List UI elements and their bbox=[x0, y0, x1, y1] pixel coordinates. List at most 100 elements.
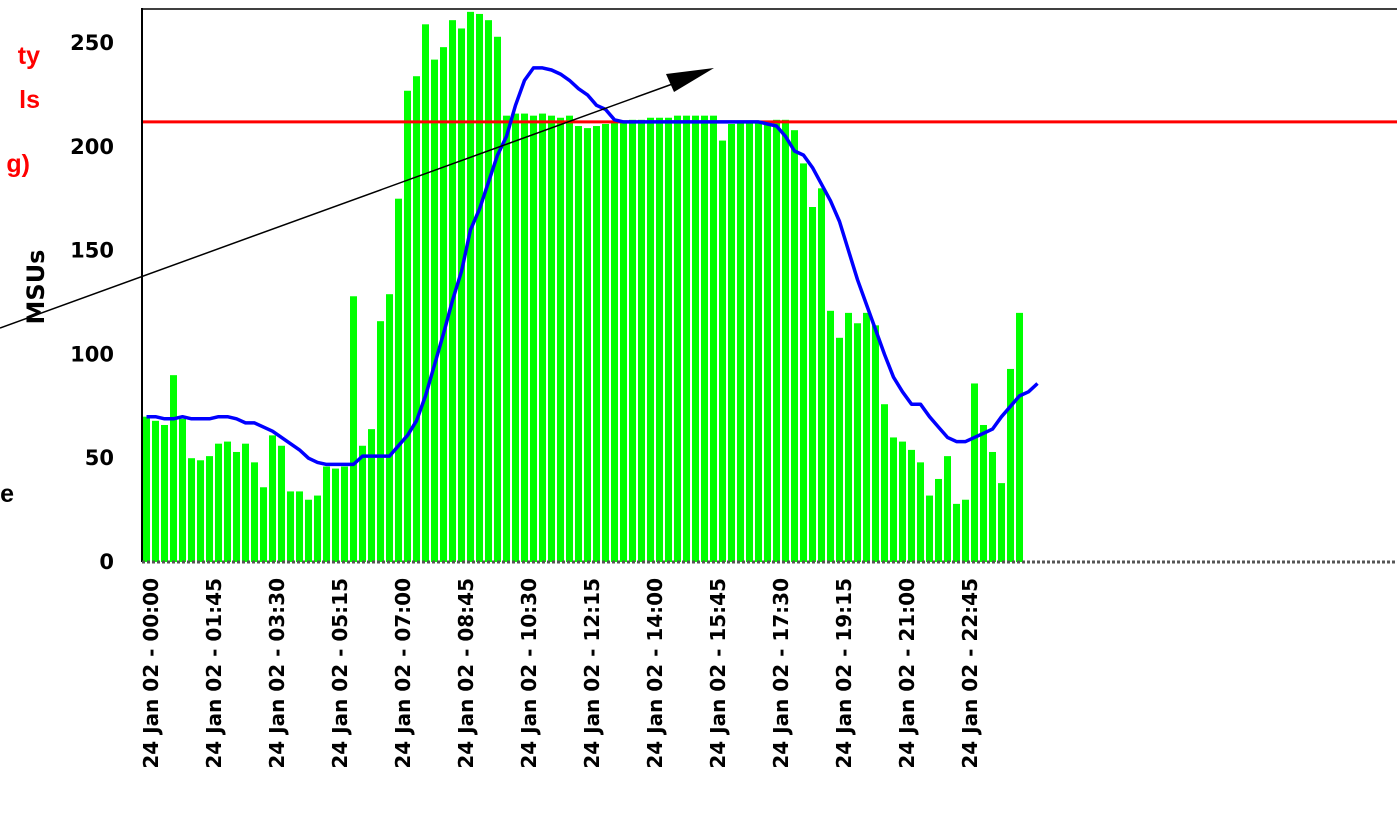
bar bbox=[503, 115, 510, 562]
bar bbox=[998, 483, 1005, 562]
y-axis-ticks: 0 50 100 150 200 250 bbox=[70, 31, 114, 574]
bar bbox=[215, 443, 222, 562]
bar bbox=[1007, 368, 1014, 562]
bar bbox=[800, 163, 807, 562]
x-tick-label: 24 Jan 02 - 08:45 bbox=[454, 578, 478, 769]
annotation-arrow-line bbox=[0, 81, 679, 329]
bar bbox=[593, 126, 600, 562]
x-tick-label: 24 Jan 02 - 05:15 bbox=[328, 578, 352, 769]
y-tick-label: 100 bbox=[70, 342, 114, 366]
x-tick-label: 24 Jan 02 - 00:00 bbox=[139, 578, 163, 769]
bar bbox=[521, 113, 528, 563]
bar bbox=[467, 11, 474, 563]
x-tick-label: 24 Jan 02 - 21:00 bbox=[895, 578, 919, 769]
annotation-black-text: e bbox=[0, 480, 14, 508]
bar bbox=[224, 441, 231, 562]
bar bbox=[494, 36, 501, 563]
bar bbox=[710, 115, 717, 562]
bar bbox=[638, 119, 645, 562]
bar bbox=[440, 47, 447, 563]
bar bbox=[557, 117, 564, 563]
bar bbox=[143, 416, 150, 562]
bar bbox=[188, 458, 195, 562]
bar bbox=[548, 115, 555, 562]
bar bbox=[197, 460, 204, 562]
bar bbox=[602, 123, 609, 563]
bar bbox=[656, 117, 663, 563]
bar bbox=[872, 325, 879, 562]
bar bbox=[404, 90, 411, 563]
bar bbox=[881, 404, 888, 562]
bar bbox=[530, 115, 537, 562]
bar bbox=[1016, 312, 1023, 562]
bar bbox=[989, 451, 996, 562]
bar bbox=[314, 495, 321, 562]
bar bbox=[566, 115, 573, 562]
bar bbox=[683, 115, 690, 562]
bar bbox=[413, 76, 420, 562]
x-tick-label: 24 Jan 02 - 15:45 bbox=[706, 578, 730, 769]
series-line bbox=[146, 66, 1039, 467]
bar bbox=[323, 466, 330, 562]
bar bbox=[863, 312, 870, 562]
bar bbox=[539, 113, 546, 563]
bar bbox=[782, 119, 789, 562]
y-tick-label: 50 bbox=[85, 446, 114, 470]
bar bbox=[242, 443, 249, 562]
y-tick-label: 250 bbox=[70, 31, 114, 55]
bar bbox=[755, 121, 762, 562]
bar bbox=[476, 13, 483, 563]
annotation-red-line-2: ls bbox=[19, 86, 40, 114]
bar bbox=[368, 429, 375, 562]
y-tick-label: 0 bbox=[99, 550, 114, 574]
bar bbox=[395, 198, 402, 562]
bar bbox=[152, 420, 159, 562]
x-tick-label: 24 Jan 02 - 19:15 bbox=[832, 578, 856, 769]
bar bbox=[647, 117, 654, 563]
bar bbox=[350, 296, 357, 562]
bar bbox=[251, 462, 258, 562]
bar bbox=[269, 435, 276, 562]
bar bbox=[161, 424, 168, 562]
bar bbox=[890, 437, 897, 562]
bar bbox=[386, 294, 393, 562]
bar bbox=[935, 478, 942, 562]
x-tick-label: 24 Jan 02 - 01:45 bbox=[202, 578, 226, 769]
bar bbox=[845, 312, 852, 562]
bar bbox=[692, 115, 699, 562]
bar bbox=[980, 424, 987, 562]
x-tick-label: 24 Jan 02 - 22:45 bbox=[958, 578, 982, 769]
x-tick-label: 24 Jan 02 - 14:00 bbox=[643, 578, 667, 769]
x-tick-label: 24 Jan 02 - 10:30 bbox=[517, 578, 541, 769]
bar bbox=[737, 121, 744, 562]
bar bbox=[575, 126, 582, 562]
bar bbox=[179, 418, 186, 562]
bar bbox=[305, 499, 312, 562]
x-tick-label: 24 Jan 02 - 03:30 bbox=[265, 578, 289, 769]
axes-group bbox=[141, 8, 1397, 564]
bar bbox=[422, 24, 429, 563]
x-tick-label: 24 Jan 02 - 07:00 bbox=[391, 578, 415, 769]
y-tick-label: 150 bbox=[70, 239, 114, 263]
x-tick-label: 24 Jan 02 - 17:30 bbox=[769, 578, 793, 769]
bar bbox=[206, 456, 213, 562]
bar bbox=[620, 121, 627, 562]
bar bbox=[458, 28, 465, 562]
bar bbox=[485, 20, 492, 562]
bar bbox=[449, 20, 456, 562]
bar bbox=[287, 491, 294, 562]
bar bbox=[674, 115, 681, 562]
bar bbox=[836, 337, 843, 562]
bar bbox=[332, 468, 339, 562]
annotation-red-line-3: g) bbox=[6, 150, 30, 178]
bar bbox=[296, 491, 303, 562]
annotation-red-line-1: ty bbox=[18, 42, 40, 70]
bar bbox=[908, 449, 915, 562]
bar bbox=[431, 59, 438, 562]
bar bbox=[233, 451, 240, 562]
bar bbox=[773, 119, 780, 562]
bar bbox=[917, 462, 924, 562]
bar bbox=[611, 121, 618, 562]
bar bbox=[818, 188, 825, 562]
bar bbox=[170, 375, 177, 562]
